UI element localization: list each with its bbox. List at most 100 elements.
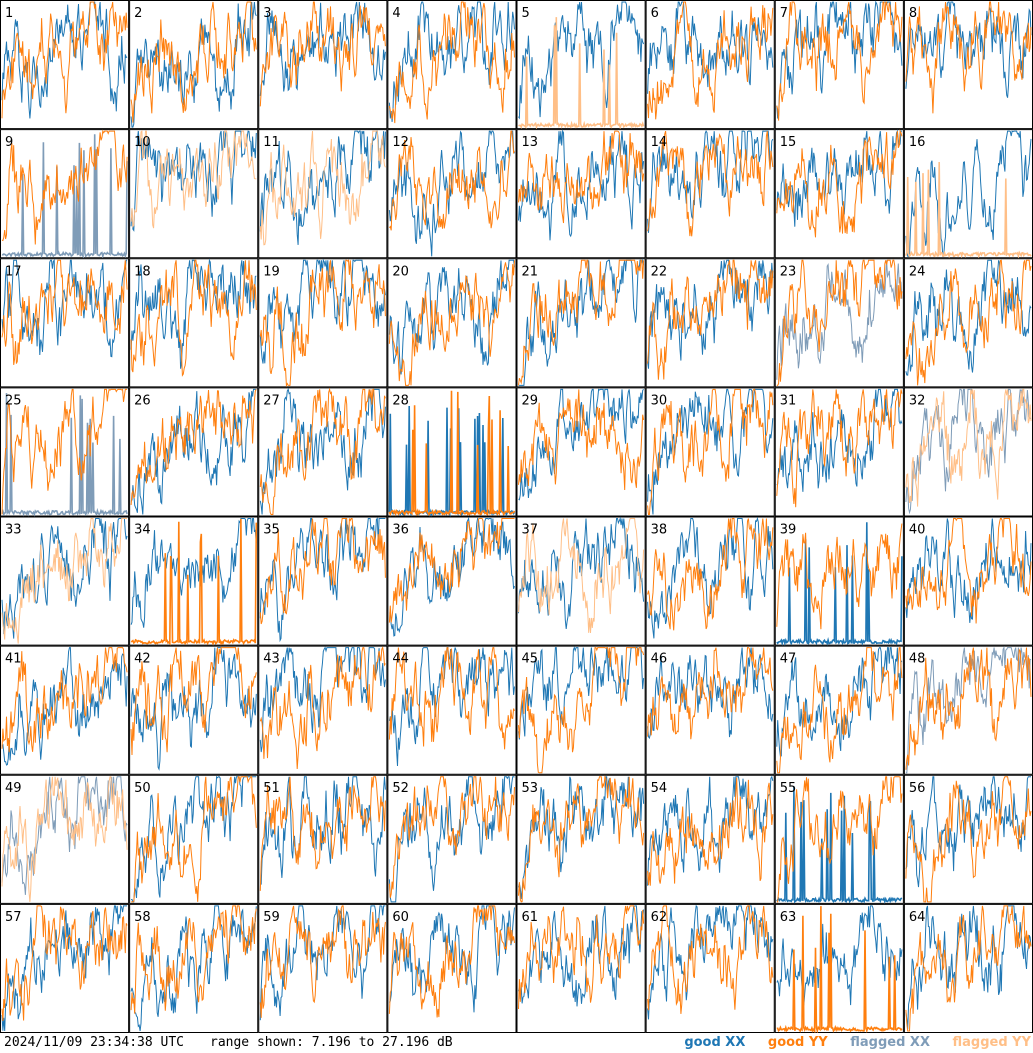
series-yy-line	[905, 776, 1032, 903]
series-yy-line	[776, 647, 903, 774]
series-yy-line	[647, 518, 774, 631]
series-yy-line	[518, 17, 645, 130]
panel-label: 9	[5, 135, 13, 150]
panel-label: 39	[780, 523, 797, 538]
series-yy-line	[259, 646, 386, 770]
panel-37: 37	[516, 516, 646, 646]
panel-label: 23	[780, 264, 797, 279]
series-yy-line	[259, 130, 386, 246]
panel-label: 20	[392, 264, 409, 279]
series-xx-line	[130, 130, 257, 232]
series-xx-line	[130, 775, 257, 903]
panel-label: 64	[909, 910, 926, 925]
panel-24: 24	[903, 258, 1033, 388]
series-xx-line	[259, 130, 386, 245]
series-yy-line	[130, 905, 257, 1014]
panel-label: 17	[5, 264, 22, 279]
panel-33: 33	[0, 516, 130, 646]
panel-3: 3	[258, 0, 388, 130]
panel-label: 48	[909, 652, 926, 667]
series-yy-line	[776, 389, 903, 508]
panel-42: 42	[129, 645, 259, 775]
panel-label: 55	[780, 781, 797, 796]
series-xx-line	[905, 259, 1032, 376]
panel-label: 35	[263, 523, 280, 538]
panel-32: 32	[903, 387, 1033, 517]
legend-flagged-yy: flagged YY	[952, 1035, 1032, 1050]
panel-label: 32	[909, 393, 926, 408]
series-yy-line	[518, 130, 645, 224]
series-xx-line	[259, 388, 386, 515]
panel-label: 24	[909, 264, 926, 279]
panel-label: 16	[909, 135, 926, 150]
series-xx-line	[518, 1, 645, 120]
series-yy-line	[389, 130, 515, 231]
panel-label: 5	[522, 6, 530, 21]
panel-39: 39	[774, 516, 904, 647]
panel-25: 25	[0, 387, 130, 517]
series-yy-line	[776, 776, 903, 903]
series-yy-line	[647, 388, 774, 515]
series-yy-line	[518, 389, 645, 491]
series-xx-line	[130, 1, 257, 128]
panel-27: 27	[258, 387, 388, 517]
series-yy-line	[130, 518, 258, 646]
series-yy-line	[776, 259, 903, 386]
panel-59: 59	[258, 903, 388, 1033]
panel-64: 64	[903, 903, 1033, 1033]
panel-61: 61	[516, 903, 646, 1033]
panel-23: 23	[774, 258, 904, 388]
series-yy-line	[259, 905, 386, 1018]
panel-45: 45	[516, 645, 646, 775]
panel-border	[387, 0, 517, 130]
series-yy-line	[388, 646, 515, 750]
panel-label: 58	[134, 910, 151, 925]
series-yy-line	[518, 905, 645, 1010]
series-yy-line	[388, 776, 515, 898]
series-yy-line	[388, 1, 515, 124]
panel-4: 4	[387, 0, 517, 130]
panel-label: 4	[392, 6, 400, 21]
panel-58: 58	[129, 903, 259, 1033]
panel-label: 53	[522, 781, 539, 796]
series-yy-line	[259, 776, 386, 891]
series-yy-line	[905, 161, 1032, 260]
series-xx-line	[905, 905, 1032, 1030]
series-xx-line	[518, 905, 645, 1007]
panel-41: 41	[0, 645, 130, 775]
panel-label: 47	[780, 652, 797, 667]
panel-label: 62	[651, 910, 668, 925]
series-yy-line	[905, 388, 1032, 507]
series-yy-line	[905, 259, 1032, 386]
panel-53: 53	[516, 774, 646, 904]
panel-22: 22	[645, 258, 775, 388]
panel-44: 44	[387, 645, 517, 775]
panel-40: 40	[903, 516, 1033, 646]
series-yy-line	[905, 1, 1032, 114]
panel-label: 18	[134, 264, 151, 279]
series-yy-line	[647, 905, 774, 1014]
panel-label: 51	[263, 781, 280, 796]
panel-21: 21	[516, 258, 646, 388]
panel-label: 41	[5, 652, 22, 667]
panel-31: 31	[774, 387, 904, 517]
panel-label: 14	[651, 135, 668, 150]
panel-label: 21	[522, 264, 539, 279]
panel-label: 10	[134, 135, 151, 150]
series-xx-line	[130, 258, 257, 369]
series-xx-line	[647, 1, 774, 94]
panel-label: 45	[522, 652, 539, 667]
panel-label: 31	[780, 393, 797, 408]
series-xx-line	[647, 516, 774, 639]
panel-label: 22	[651, 264, 668, 279]
series-xx-line	[1, 647, 128, 766]
series-yy-line	[130, 389, 257, 506]
series-yy-line	[647, 1, 774, 120]
series-yy-line	[388, 905, 515, 1018]
series-yy-line	[259, 1, 386, 107]
panel-15: 15	[774, 129, 904, 259]
panel-label: 33	[5, 523, 22, 538]
panel-56: 56	[903, 774, 1033, 904]
series-yy-line	[1, 129, 128, 245]
panel-label: 61	[522, 910, 539, 925]
